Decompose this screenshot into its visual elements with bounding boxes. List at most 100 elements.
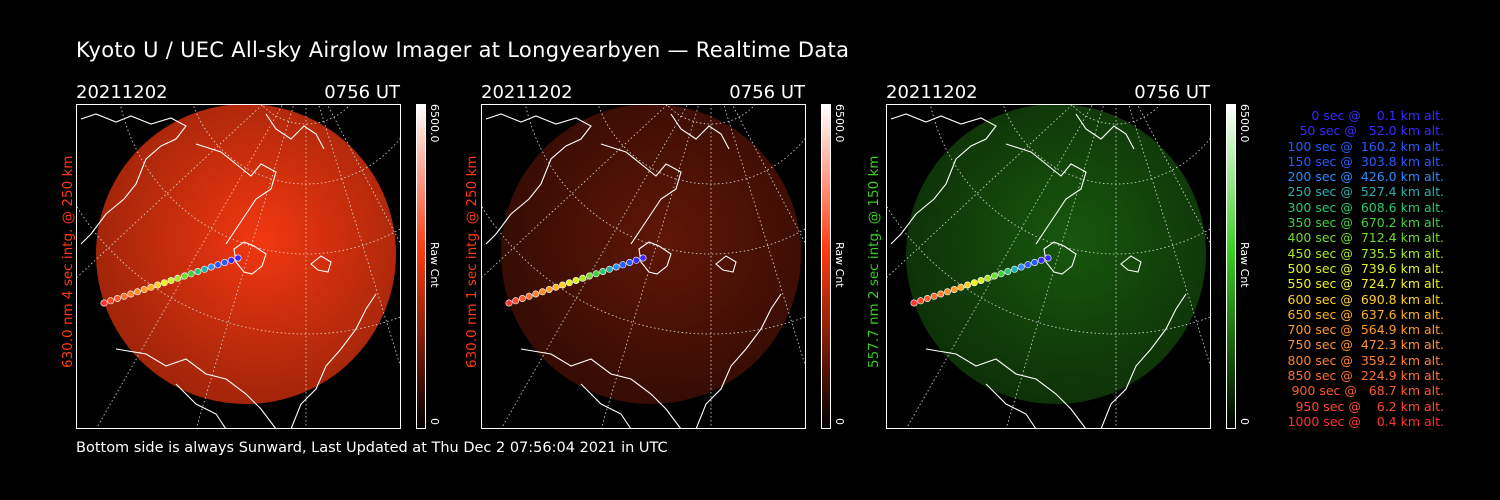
trajectory-point	[140, 286, 148, 294]
trajectory-point	[167, 277, 175, 285]
panel-3-side-label: 557.7 nm 2 sec intg. @ 150 km	[866, 155, 882, 368]
trajectory-point	[997, 270, 1005, 278]
panel-1-colorbar-label: Raw Cnt	[428, 242, 441, 288]
panel-3-colorbar	[1226, 104, 1236, 429]
trajectory-point	[579, 274, 587, 282]
trajectory-point	[207, 263, 215, 271]
trajectory-point	[201, 265, 209, 273]
trajectory-point	[606, 265, 614, 273]
trajectory-point	[1004, 268, 1012, 276]
trajectory-point	[1017, 263, 1025, 271]
trajectory-point	[1044, 254, 1052, 262]
trajectory-point	[120, 292, 128, 300]
panel-3-colorbar-min: 0	[1238, 418, 1251, 425]
panel-1-colorbar	[416, 104, 426, 429]
legend-row: 150 sec @ 303.8 km alt.	[1287, 153, 1444, 169]
legend-row: 350 sec @ 670.2 km alt.	[1287, 215, 1444, 231]
legend-row: 550 sec @ 724.7 km alt.	[1287, 276, 1444, 292]
trajectory-point	[1011, 265, 1019, 273]
panel-1-side-label: 630.0 nm 4 sec intg. @ 250 km	[60, 155, 76, 368]
panel-3-allsky-image	[886, 104, 1211, 429]
trajectory-point	[619, 261, 627, 269]
trajectory-point	[977, 277, 985, 285]
trajectory-point	[160, 279, 168, 287]
panel-2-date: 20211202	[481, 82, 573, 103]
trajectory-point	[187, 270, 195, 278]
panel-3-colorbar-max: 6500.0	[1238, 104, 1251, 143]
panel-1-date: 20211202	[76, 82, 168, 103]
trajectory-point	[532, 290, 540, 298]
legend-row: 700 sec @ 564.9 km alt.	[1287, 322, 1444, 338]
trajectory-point	[599, 268, 607, 276]
legend-row: 450 sec @ 735.5 km alt.	[1287, 245, 1444, 261]
trajectory-point	[572, 277, 580, 285]
trajectory-point	[937, 290, 945, 298]
trajectory-point	[943, 288, 951, 296]
panel-2-colorbar-label: Raw Cnt	[833, 242, 846, 288]
legend-row: 100 sec @ 160.2 km alt.	[1287, 138, 1444, 154]
trajectory-point	[957, 283, 965, 291]
trajectory-point	[552, 283, 560, 291]
trajectory-point	[612, 263, 620, 271]
trajectory-point	[565, 279, 573, 287]
trajectory-point	[174, 274, 182, 282]
trajectory-point	[234, 254, 242, 262]
page-title: Kyoto U / UEC All-sky Airglow Imager at …	[76, 38, 850, 62]
footer-status: Bottom side is always Sunward, Last Upda…	[76, 440, 668, 456]
trajectory-point	[518, 295, 526, 303]
trajectory-point	[559, 281, 567, 289]
legend-row: 500 sec @ 739.6 km alt.	[1287, 260, 1444, 276]
trajectory-point	[107, 297, 115, 305]
panel-3-colorbar-label: Raw Cnt	[1238, 242, 1251, 288]
panel-2-colorbar	[821, 104, 831, 429]
trajectory-point	[930, 292, 938, 300]
legend-row: 750 sec @ 472.3 km alt.	[1287, 337, 1444, 353]
legend-row: 1000 sec @ 0.4 km alt.	[1287, 413, 1444, 429]
trajectory-point	[970, 279, 978, 287]
legend-row: 600 sec @ 690.8 km alt.	[1287, 291, 1444, 307]
panel-2-time: 0756 UT	[729, 82, 805, 103]
trajectory-point	[512, 297, 520, 305]
panel-1-colorbar-max: 6500.0	[428, 104, 441, 143]
trajectory-point	[917, 297, 925, 305]
trajectory-point	[984, 274, 992, 282]
legend-row: 650 sec @ 637.6 km alt.	[1287, 306, 1444, 322]
panel-1-allsky-image	[76, 104, 401, 429]
trajectory-point	[1037, 256, 1045, 264]
trajectory-point	[154, 281, 162, 289]
legend-row: 400 sec @ 712.4 km alt.	[1287, 230, 1444, 246]
legend-row: 50 sec @ 52.0 km alt.	[1299, 123, 1444, 139]
trajectory-point	[950, 286, 958, 294]
panel-2-colorbar-max: 6500.0	[833, 104, 846, 143]
trajectory-point	[214, 261, 222, 269]
trajectory-point	[1031, 259, 1039, 267]
trajectory-point	[100, 299, 108, 307]
legend-row: 250 sec @ 527.4 km alt.	[1287, 184, 1444, 200]
panel-1-colorbar-min: 0	[428, 418, 441, 425]
legend-row: 850 sec @ 224.9 km alt.	[1287, 368, 1444, 384]
trajectory-point	[910, 299, 918, 307]
legend-row: 900 sec @ 68.7 km alt.	[1291, 383, 1444, 399]
legend-row: 950 sec @ 6.2 km alt.	[1295, 398, 1444, 414]
panel-2-allsky-image	[481, 104, 806, 429]
trajectory-point	[227, 256, 235, 264]
trajectory-point	[592, 270, 600, 278]
trajectory-point	[923, 295, 931, 303]
trajectory-legend: 0 sec @ 0.1 km alt. 50 sec @ 52.0 km alt.…	[1262, 108, 1444, 429]
trajectory-point	[133, 288, 141, 296]
trajectory-point	[585, 272, 593, 280]
trajectory-point	[147, 283, 155, 291]
legend-row: 200 sec @ 426.0 km alt.	[1287, 169, 1444, 185]
trajectory-point	[545, 286, 553, 294]
trajectory-point	[194, 268, 202, 276]
trajectory-point	[127, 290, 135, 298]
trajectory-point	[964, 281, 972, 289]
trajectory-point	[538, 288, 546, 296]
trajectory-point	[221, 259, 229, 267]
trajectory-point	[990, 272, 998, 280]
panel-3-time: 0756 UT	[1134, 82, 1210, 103]
trajectory-point	[113, 295, 121, 303]
legend-row: 800 sec @ 359.2 km alt.	[1287, 352, 1444, 368]
trajectory-point	[1024, 261, 1032, 269]
legend-row: 0 sec @ 0.1 km alt.	[1311, 108, 1444, 123]
